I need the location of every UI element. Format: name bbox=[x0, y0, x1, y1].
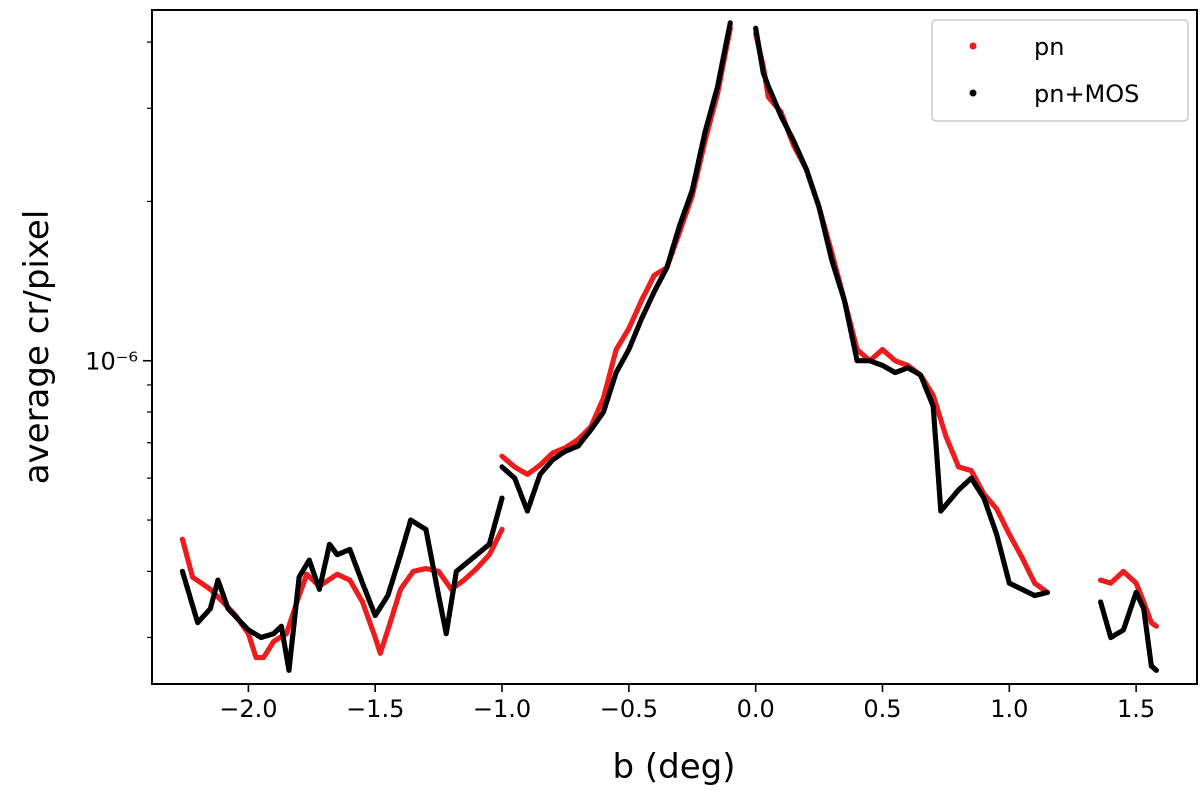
x-tick-label: −2.0 bbox=[219, 695, 277, 723]
legend-label-pn: pn bbox=[1034, 33, 1064, 61]
x-tick-label: −1.5 bbox=[346, 695, 404, 723]
legend-marker-pn-mos bbox=[969, 89, 977, 97]
x-tick-label: 0.5 bbox=[863, 695, 901, 723]
legend-marker-pn bbox=[969, 42, 977, 50]
legend: pn pn+MOS bbox=[931, 19, 1189, 122]
data-point bbox=[1044, 589, 1050, 596]
plot-frame bbox=[151, 9, 1198, 685]
legend-label-pn-mos: pn+MOS bbox=[1034, 80, 1139, 108]
y-axis-ticks: 10⁻⁶ bbox=[85, 41, 152, 639]
x-tick-label: 1.0 bbox=[990, 695, 1028, 723]
x-axis-ticks: −2.0 −1.5 −1.0 −0.5 0.0 0.5 1.0 1.5 bbox=[219, 684, 1155, 723]
legend-box bbox=[931, 19, 1189, 122]
x-tick-label: 1.5 bbox=[1117, 695, 1155, 723]
x-tick-label: −1.0 bbox=[473, 695, 531, 723]
y-axis-label: average cr/pixel bbox=[17, 210, 57, 485]
x-tick-label: −0.5 bbox=[600, 695, 658, 723]
data-layer bbox=[179, 20, 1159, 673]
x-tick-label: 0.0 bbox=[737, 695, 775, 723]
data-point bbox=[727, 20, 733, 26]
data-point bbox=[499, 495, 505, 501]
data-point bbox=[1153, 623, 1159, 629]
series-pn-mos bbox=[179, 20, 1159, 673]
x-axis-label: b (deg) bbox=[612, 747, 735, 787]
data-point bbox=[1153, 667, 1159, 673]
data-point bbox=[499, 526, 505, 533]
y-tick-label: 10⁻⁶ bbox=[85, 348, 138, 376]
